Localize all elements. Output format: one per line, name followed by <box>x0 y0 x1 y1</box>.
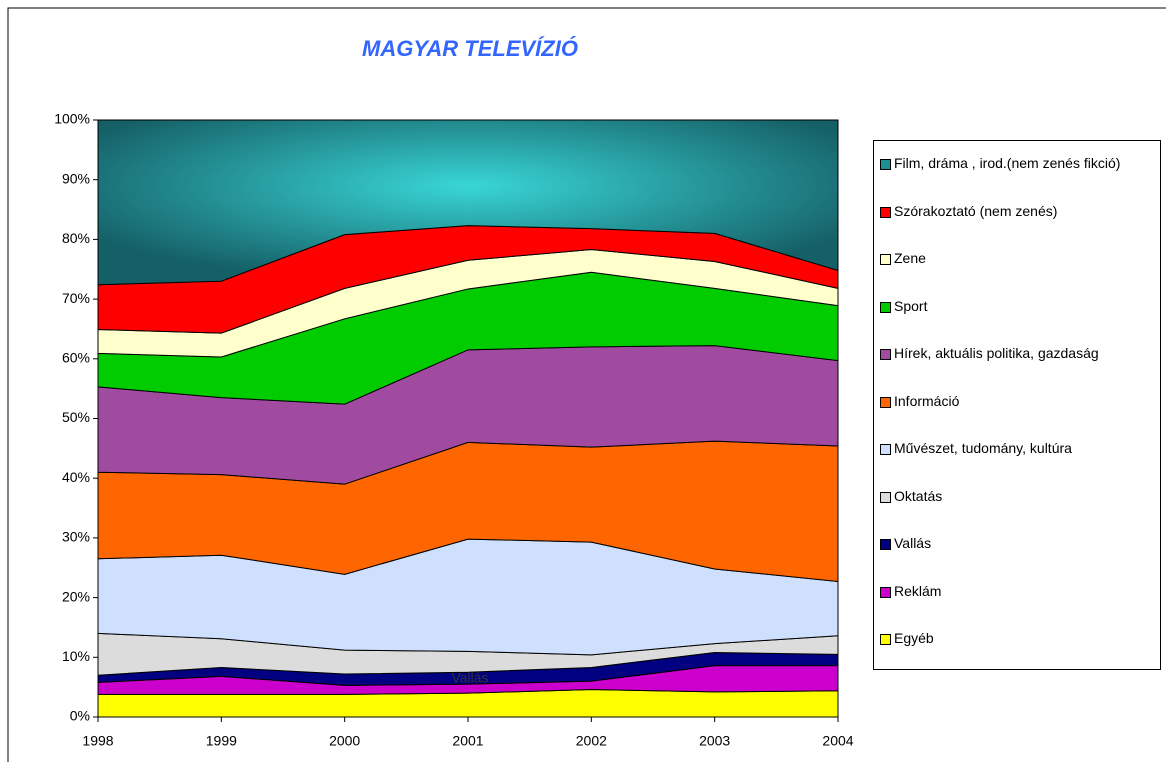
legend-item: Hírek, aktuális politika, gazdaság <box>880 345 1154 393</box>
area <box>97 119 839 286</box>
y-tick-label: 100% <box>54 111 90 127</box>
legend-swatch <box>880 254 891 265</box>
legend-label: Film, dráma , irod.(nem zenés fikció) <box>894 155 1121 171</box>
chart-title: MAGYAR TELEVÍZIÓ <box>362 36 578 61</box>
y-tick-label: 10% <box>62 648 90 664</box>
legend-label: Sport <box>894 297 928 314</box>
legend-label: Művészet, tudomány, kultúra <box>894 440 1072 456</box>
legend-swatch <box>880 396 891 408</box>
x-tick-label: 1999 <box>206 733 237 749</box>
legend-label: Zene <box>894 250 926 266</box>
y-tick-label: 40% <box>62 469 90 485</box>
legend-label: Vallás <box>894 535 932 551</box>
legend-swatch <box>880 159 891 170</box>
x-tick-label: 2004 <box>822 733 853 749</box>
legend: Film, dráma , irod.(nem zenés fikció) Szó… <box>873 140 1161 670</box>
x-tick-label: 2003 <box>699 733 730 749</box>
x-tick-label: 2001 <box>452 733 483 749</box>
legend-swatch <box>880 301 891 313</box>
legend-item: Oktatás <box>880 488 1154 536</box>
y-tick-label: 60% <box>62 350 90 366</box>
legend-swatch <box>880 444 891 455</box>
legend-item: Információ <box>880 393 1154 441</box>
legend-item: Egyéb <box>880 630 1154 678</box>
legend-item: Sport <box>880 298 1154 346</box>
legend-label: Egyéb <box>894 630 934 646</box>
legend-swatch <box>880 206 891 218</box>
y-tick-label: 80% <box>62 230 90 246</box>
legend-swatch <box>880 349 891 360</box>
legend-label: Hírek, aktuális politika, gazdaság <box>894 345 1099 361</box>
legend-swatch <box>880 634 891 645</box>
frame <box>7 7 1166 762</box>
legend-item: Művészet, tudomány, kultúra <box>880 440 1154 488</box>
y-tick-label: 20% <box>62 588 90 604</box>
legend-item: Szórakoztató (nem zenés) <box>880 203 1154 251</box>
legend-label: Szórakoztató (nem zenés) <box>894 202 1058 219</box>
legend-label: Információ <box>894 392 960 409</box>
annotation: Vallás <box>451 670 488 686</box>
legend-swatch <box>880 491 891 503</box>
legend-swatch <box>880 586 891 598</box>
legend-item: Film, dráma , irod.(nem zenés fikció) <box>880 155 1154 203</box>
legend-item: Vallás <box>880 535 1154 583</box>
legend-label: Reklám <box>894 582 942 599</box>
x-tick-label: 2002 <box>576 733 607 749</box>
legend-item: Reklám <box>880 583 1154 631</box>
x-tick-label: 1998 <box>82 733 113 749</box>
y-tick-label: 30% <box>62 529 90 545</box>
legend-item: Zene <box>880 250 1154 298</box>
x-tick-label: 2000 <box>329 733 360 749</box>
legend-label: Oktatás <box>894 487 943 504</box>
y-tick-label: 70% <box>62 290 90 306</box>
y-tick-label: 90% <box>62 170 90 186</box>
y-tick-label: 50% <box>62 409 90 425</box>
y-tick-label: 0% <box>70 708 90 724</box>
legend-swatch <box>880 539 891 550</box>
